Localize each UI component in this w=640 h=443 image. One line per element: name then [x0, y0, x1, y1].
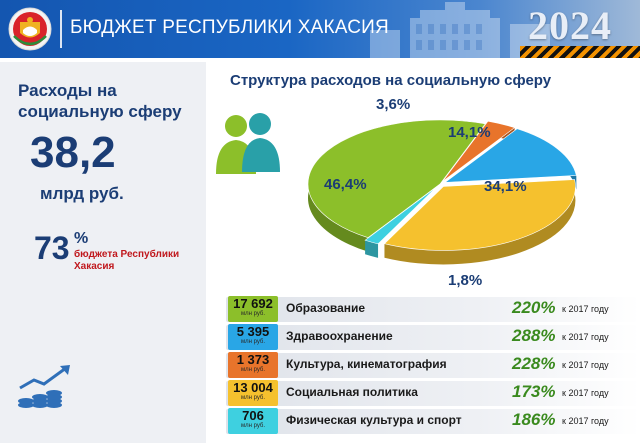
amount-unit: млн руб. — [240, 395, 266, 401]
pie-label-education: 46,4% — [324, 176, 367, 193]
budget-share-note: бюджета Республики Хакасия — [74, 249, 180, 272]
amount-badge: 17 692 млн руб. — [228, 296, 278, 322]
amount-badge: 1 373 млн руб. — [228, 352, 278, 378]
header-banner: БЮДЖЕТ РЕСПУБЛИКИ ХАКАСИЯ 2024 — [0, 0, 640, 58]
amount-badge: 13 004 млн руб. — [228, 380, 278, 406]
summary-unit: млрд руб. — [40, 184, 124, 203]
emblem-icon — [8, 7, 52, 51]
category-label: Культура, кинематография — [286, 357, 447, 371]
pie-label-health: 14,1% — [448, 124, 491, 141]
pie-slice-social-side — [384, 179, 576, 265]
pie-chart — [307, 119, 577, 265]
summary-value: 38,2 — [30, 128, 116, 177]
growth-note: к 2017 году — [562, 360, 609, 370]
pie-slice-sport-side — [365, 240, 379, 258]
budget-share-sign: % — [74, 230, 89, 247]
page-title: БЮДЖЕТ РЕСПУБЛИКИ ХАКАСИЯ — [70, 17, 389, 38]
amount-unit: млн руб. — [240, 311, 266, 317]
growth-note: к 2017 году — [562, 304, 609, 314]
people-icon — [216, 113, 280, 174]
list-item: 17 692 млн руб. Образование 220% к 2017 … — [226, 296, 640, 323]
amount-badge: 5 395 млн руб. — [228, 324, 278, 350]
amount-unit: млн руб. — [240, 423, 266, 429]
category-label: Образование — [286, 301, 366, 315]
budget-share-value: 73 — [34, 230, 70, 266]
list-item: 13 004 млн руб. Социальная политика 173%… — [226, 380, 640, 407]
st-george-ribbon — [520, 46, 640, 58]
list-item: 5 395 млн руб. Здравоохранение 288% к 20… — [226, 324, 640, 351]
growth-value: 288% — [512, 326, 556, 345]
pie-label-culture: 3,6% — [376, 96, 411, 113]
list-item: 706 млн руб. Физическая культура и спорт… — [226, 408, 640, 435]
growth-value: 173% — [512, 382, 556, 401]
pie-slice-health — [444, 128, 577, 183]
header-divider — [60, 10, 62, 48]
amount-unit: млн руб. — [240, 339, 266, 345]
growth-note: к 2017 году — [562, 332, 609, 342]
amount-value: 17 692 — [233, 296, 273, 311]
growth-note: к 2017 году — [562, 388, 609, 398]
category-label: Социальная политика — [286, 385, 418, 399]
chart-title: Структура расходов на социальную сферу — [230, 72, 552, 89]
amount-value: 5 395 — [236, 324, 270, 339]
amount-value: 13 004 — [233, 380, 273, 395]
growth-value: 220% — [512, 298, 556, 317]
pie-slice-sport — [364, 186, 438, 245]
coins-growth-icon — [18, 365, 70, 408]
amount-badge: 706 млн руб. — [228, 408, 278, 434]
building-icon — [370, 2, 550, 58]
pie-slice-education — [307, 119, 486, 238]
summary-title: Расходы на социальную сферу — [18, 81, 182, 121]
pie-slice-culture — [442, 120, 516, 182]
category-label: Физическая культура и спорт — [286, 413, 462, 427]
list-item: 1 373 млн руб. Культура, кинематография … — [226, 352, 640, 379]
pie-label-sport: 1,8% — [448, 272, 483, 289]
amount-unit: млн руб. — [240, 367, 266, 373]
growth-value: 186% — [512, 410, 556, 429]
year-label: 2024 — [528, 3, 612, 48]
amount-value: 706 — [242, 408, 264, 423]
category-label: Здравоохранение — [286, 329, 393, 343]
growth-note: к 2017 году — [562, 416, 609, 426]
growth-value: 228% — [512, 354, 556, 373]
amount-value: 1 373 — [236, 352, 270, 367]
pie-label-social: 34,1% — [484, 178, 527, 195]
pie-slice-social — [383, 179, 576, 251]
